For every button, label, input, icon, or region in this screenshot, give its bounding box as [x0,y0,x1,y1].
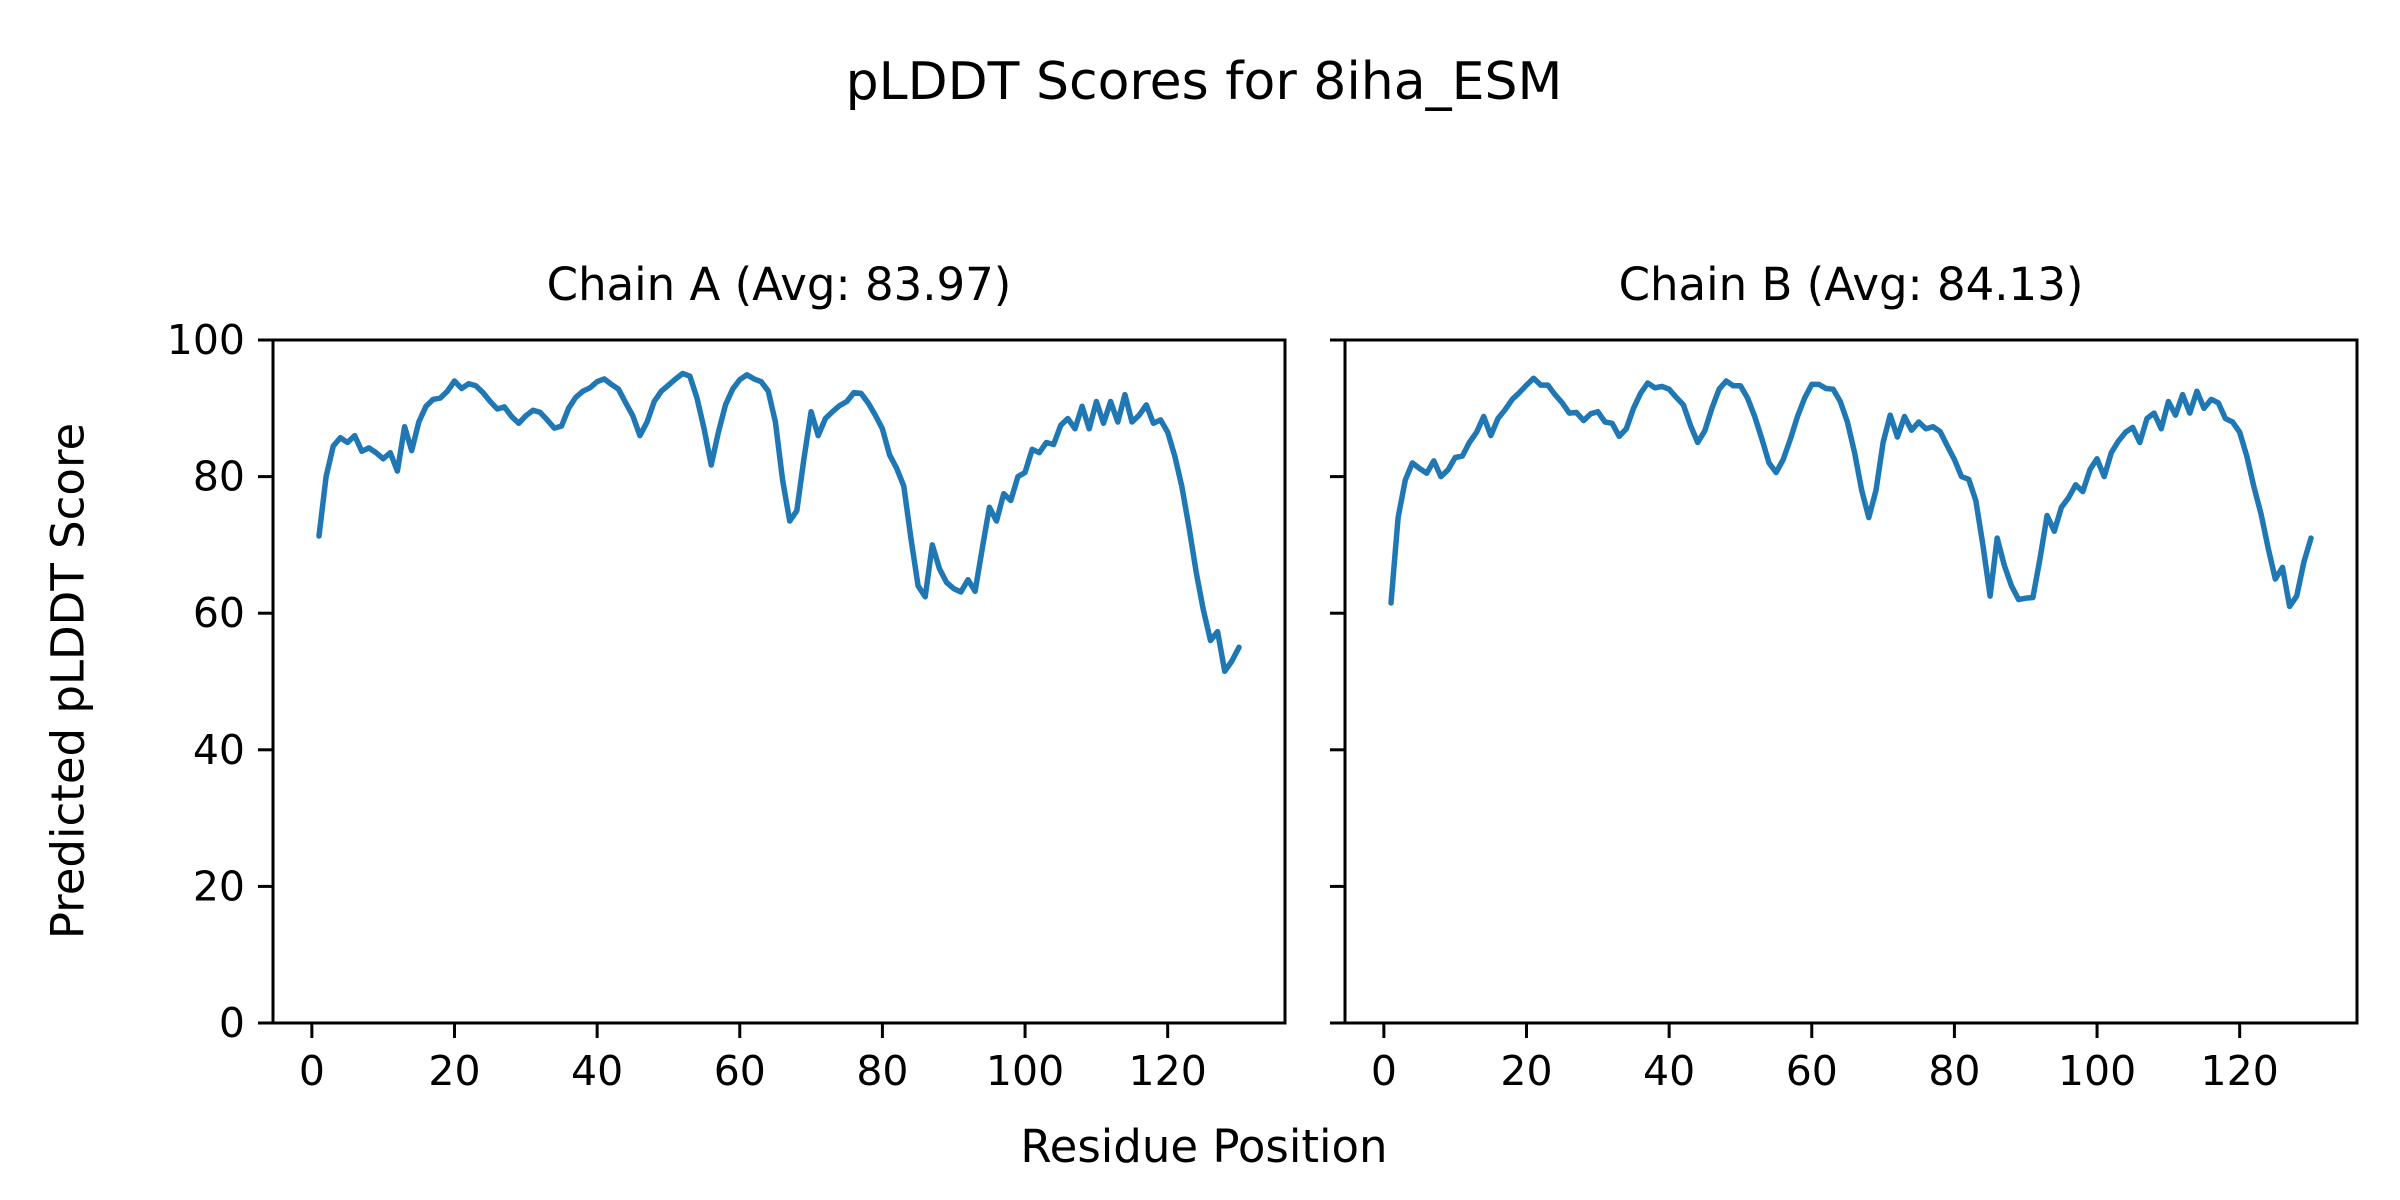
plddt-line [1388,375,2314,610]
x-tick-label: 100 [2058,1047,2136,1095]
x-tick-label: 80 [856,1047,908,1095]
x-tick-label: 60 [1786,1047,1838,1095]
x-tick-label: 20 [428,1047,480,1095]
y-tick-label: 0 [219,999,245,1047]
y-tick-label: 80 [193,453,245,501]
figure-title: pLDDT Scores for 8iha_ESM [845,52,1563,112]
chain-a-title: Chain A (Avg: 83.97) [546,258,1012,311]
axes-frame [271,338,1287,1025]
x-tick-label: 0 [299,1047,325,1095]
x-tick-label: 120 [1129,1047,1207,1095]
x-tick-label: 0 [1371,1047,1397,1095]
y-tick-label: 20 [193,862,245,910]
x-tick-label: 60 [714,1047,766,1095]
axes-frame [1343,338,2359,1025]
x-tick-label: 80 [1928,1047,1980,1095]
x-tick-label: 40 [1643,1047,1695,1095]
y-tick-label: 60 [193,589,245,637]
y-tick-label: 100 [167,316,245,364]
chain-b-title: Chain B (Avg: 84.13) [1618,258,2084,311]
x-tick-label: 20 [1500,1047,1552,1095]
y-tick-label: 40 [193,726,245,774]
x-tick-label: 120 [2201,1047,2279,1095]
plddt-line [316,370,1242,675]
x-tick-label: 100 [986,1047,1064,1095]
x-axis-label: Residue Position [1020,1120,1388,1173]
x-tick-label: 40 [571,1047,623,1095]
